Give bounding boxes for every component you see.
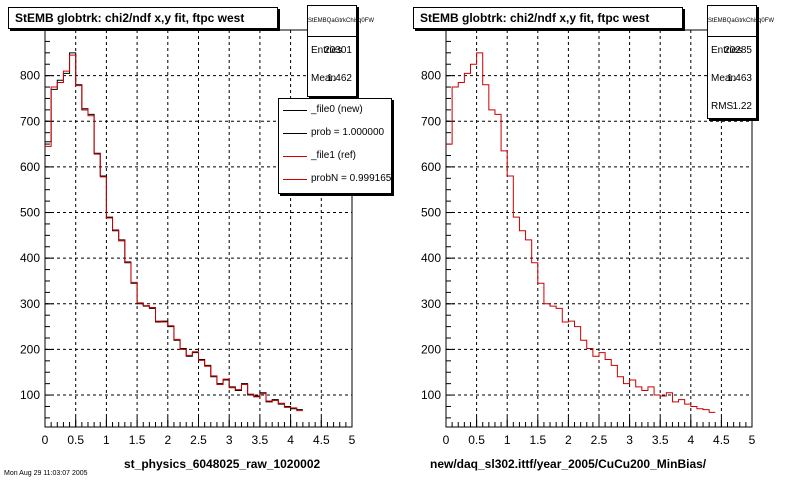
right-ytick-label-2: 300 [421,297,441,311]
right-histogram-series-0 [446,52,716,413]
right-xtick-label-1: 0.5 [468,433,485,447]
left-stats-mean-label: Mean [311,73,337,84]
legend-label-file0: _file0 (new) [311,104,363,115]
left-stats-mean-value: 1.462 [326,73,352,84]
right-xtick-label-0: 0 [443,433,450,447]
right-xtick-label-2: 1 [504,433,511,447]
legend-entry-file0: _file0 (new) [279,99,391,122]
left-xtick-label-10: 5 [349,433,356,447]
left-xtick-label-9: 4.5 [313,433,330,447]
footer-stamp: Mon Aug 29 11:03:07 2005 [4,470,88,477]
right-ytick-label-4: 500 [421,206,441,220]
right-xtick-label-10: 5 [749,433,756,447]
left-stats-mean-row: Mean 1.462 [308,65,356,93]
left-ytick-label-2: 300 [20,297,40,311]
legend-swatch-probn [283,179,307,180]
right-ytick-label-0: 100 [421,388,441,402]
right-stats-rms-label: RMS [711,101,734,112]
right-stats-entries-value: 20285 [724,45,752,56]
left-chart-title: StEMB globtrk: chi2/ndf x,y fit, ftpc we… [8,7,278,29]
left-xtick-label-0: 0 [42,433,49,447]
left-xtick-label-3: 1.5 [129,433,146,447]
left-xtick-label-1: 0.5 [67,433,84,447]
left-stats-entries-row: Entries 20301 [308,37,356,65]
right-stats-rms-value: 1.22 [732,101,752,112]
right-xtick-label-8: 4 [687,433,694,447]
right-stats-box: StEMBQaGtrkChisq0FW Entries 20285 Mean 1… [707,5,774,121]
right-xtick-label-7: 3.5 [652,433,669,447]
right-stats-mean-label: Mean [711,73,737,84]
left-xtick-label-4: 2 [164,433,171,447]
right-chart-title: StEMB globtrk: chi2/ndf x,y fit, ftpc we… [413,7,683,29]
left-stats-entries-value: 20301 [324,45,352,56]
left-stats-box: StEMBQaGtrkChisq0FW Entries 20301 Mean 1… [307,5,374,97]
left-ytick-label-0: 100 [20,388,40,402]
left-xtick-label-8: 4 [287,433,294,447]
legend-label-file1: _file1 (ref) [311,150,357,161]
right-stats-mean-row: Mean 1.463 [708,65,756,93]
left-xtick-label-5: 2.5 [190,433,207,447]
legend-entry-file1: _file1 (ref) [279,145,391,168]
left-ytick-label-5: 600 [20,160,40,174]
right-ytick-label-1: 200 [421,342,441,356]
legend-swatch-prob [283,133,307,134]
right-xtick-label-5: 2.5 [591,433,608,447]
right-xtick-label-9: 4.5 [713,433,730,447]
right-stats-entries-label: Entries [711,45,743,56]
left-ytick-label-7: 800 [20,69,40,83]
left-stats-name: StEMBQaGtrkChisq0FW [308,6,374,37]
right-xtick-label-3: 1.5 [529,433,546,447]
left-ytick-label-1: 200 [20,342,40,356]
legend-label-prob: prob = 1.000000 [311,127,385,138]
right-ytick-label-6: 700 [421,114,441,128]
right-ytick-label-5: 600 [421,160,441,174]
right-stats-name: StEMBQaGtrkChisq0FW [708,6,774,37]
left-histogram-series-1 [45,54,303,412]
right-xtick-label-4: 2 [565,433,572,447]
left-xtick-label-2: 1 [103,433,110,447]
legend-swatch-file1 [283,156,307,157]
right-stats-entries-row: Entries 20285 [708,37,756,65]
left-legend: _file0 (new) prob = 1.000000 _file1 (ref… [278,98,392,194]
right-ytick-label-3: 400 [421,251,441,265]
right-xtick-label-6: 3 [626,433,633,447]
left-ytick-label-4: 500 [20,206,40,220]
left-ytick-label-3: 400 [20,251,40,265]
left-ytick-label-6: 700 [20,114,40,128]
legend-entry-prob: prob = 1.000000 [279,122,391,145]
legend-label-probn: probN = 0.999165 [311,173,392,184]
right-stats-mean-value: 1.463 [726,73,752,84]
left-xtick-label-7: 3.5 [252,433,269,447]
left-x-axis-title: st_physics_6048025_raw_1020002 [124,457,321,471]
legend-entry-probn: probN = 0.999165 [279,168,391,191]
right-x-axis-title: new/daq_sl302.ittf/year_2005/CuCu200_Min… [430,457,707,471]
left-xtick-label-6: 3 [226,433,233,447]
right-stats-rms-row: RMS 1.22 [708,93,756,121]
legend-swatch-file0 [283,110,307,111]
right-ytick-label-7: 800 [421,69,441,83]
left-stats-entries-label: Entries [311,45,343,56]
